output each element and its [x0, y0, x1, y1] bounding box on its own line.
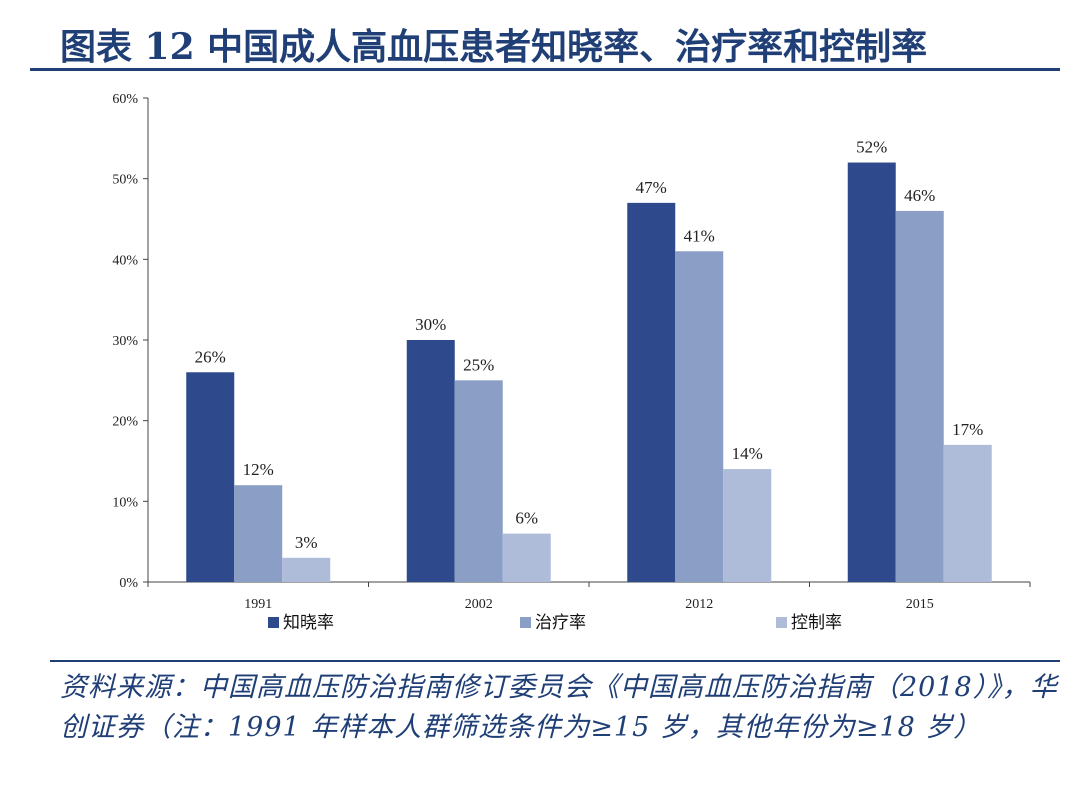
y-tick-label: 10%: [112, 495, 138, 510]
data-label: 3%: [295, 533, 318, 552]
y-tick-label: 60%: [112, 92, 138, 107]
source-note: 资料来源：中国高血压防治指南修订委员会《中国高血压防治指南（2018）》，华创证…: [60, 672, 1058, 743]
legend-label: 治疗率: [535, 613, 586, 633]
y-tick-label: 30%: [112, 334, 138, 349]
page-title: 图表 12 中国成人高血压患者知晓率、治疗率和控制率: [60, 26, 928, 68]
bar: [282, 557, 331, 582]
data-label: 47%: [636, 178, 667, 197]
x-tick-label: 2015: [906, 597, 934, 612]
bar: [723, 469, 772, 582]
bar: [454, 380, 503, 582]
y-tick-label: 40%: [112, 253, 138, 268]
data-label: 46%: [904, 186, 935, 205]
source-divider: [50, 660, 1060, 662]
data-label: 25%: [463, 355, 494, 374]
data-label: 30%: [415, 315, 446, 334]
legend-label: 控制率: [791, 613, 842, 633]
bar: [186, 372, 235, 582]
legend-swatch: [520, 617, 531, 628]
legend-label: 知晓率: [283, 613, 334, 633]
y-tick-label: 50%: [112, 173, 138, 188]
bar: [675, 251, 724, 582]
x-tick-label: 1991: [244, 597, 272, 612]
data-label: 17%: [952, 420, 983, 439]
bar: [943, 444, 992, 582]
bar: [895, 210, 944, 582]
bar: [406, 340, 455, 582]
legend-swatch: [268, 617, 279, 628]
x-tick-label: 2002: [465, 597, 493, 612]
legend-swatch: [776, 617, 787, 628]
bar: [502, 533, 551, 582]
x-tick-label: 2012: [685, 597, 713, 612]
bar: [847, 162, 896, 582]
y-tick-label: 20%: [112, 415, 138, 430]
data-label: 12%: [243, 460, 274, 479]
data-label: 26%: [195, 347, 226, 366]
data-label: 6%: [515, 509, 538, 528]
data-label: 14%: [732, 444, 763, 463]
header: 图表 12 中国成人高血压患者知晓率、治疗率和控制率: [30, 8, 1060, 72]
y-tick-label: 0%: [119, 576, 138, 591]
bar: [234, 485, 283, 582]
title-divider: [30, 68, 1060, 71]
data-label: 52%: [856, 138, 887, 157]
data-label: 41%: [684, 226, 715, 245]
bar: [627, 202, 676, 582]
bar-chart: 0% 10% 20% 30% 40% 50% 60% 26% 12% 3% 1991 30% 25% 6%…: [112, 92, 1031, 633]
